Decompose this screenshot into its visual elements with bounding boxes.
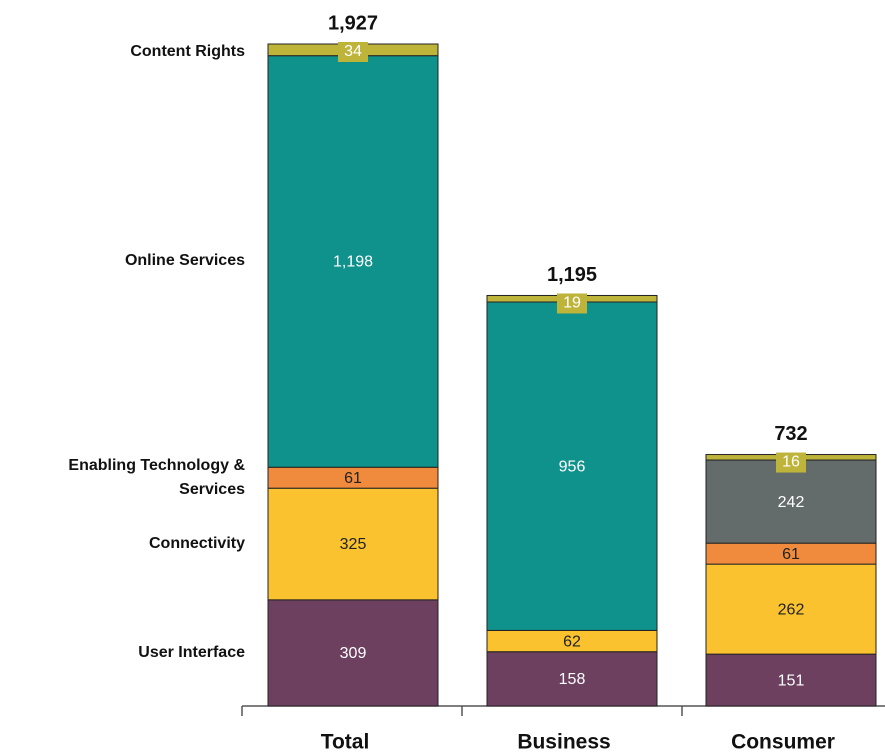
data-label: 1,198: [333, 254, 373, 271]
bar-segment: [705, 563, 877, 655]
bar-segment: [486, 301, 658, 631]
total-label: 1,195: [547, 264, 597, 286]
x-tick-label: Total: [321, 731, 370, 754]
data-label: 158: [559, 671, 586, 688]
series-label: User Interface: [138, 643, 245, 661]
data-label: 956: [559, 458, 586, 475]
bar-segment: [705, 653, 877, 707]
data-label: 242: [778, 494, 805, 511]
data-label: 61: [344, 470, 362, 487]
data-label: 309: [340, 645, 367, 662]
data-label: 61: [782, 546, 800, 563]
data-label: 262: [778, 601, 805, 618]
data-label: 62: [563, 633, 581, 650]
data-label: 16: [782, 454, 800, 471]
series-label: Connectivity: [148, 535, 245, 553]
data-label: 19: [563, 295, 581, 312]
data-label: 34: [344, 43, 362, 60]
x-tick-label: Consumer: [731, 731, 835, 754]
series-label: Enabling Technology & Services: [68, 456, 245, 498]
x-tick-label: Business: [517, 731, 610, 754]
label-box: [557, 293, 587, 314]
bar-segment: [267, 599, 439, 707]
bar-segment: [705, 459, 877, 544]
total-label: 1,927: [328, 12, 378, 34]
series-label: Online Services: [124, 252, 245, 270]
label-box: [776, 452, 806, 473]
data-label: 151: [778, 672, 805, 689]
label-box: [338, 42, 368, 62]
total-label: 732: [774, 423, 807, 445]
series-label: Content Rights: [130, 43, 245, 60]
data-label: 325: [340, 536, 367, 553]
